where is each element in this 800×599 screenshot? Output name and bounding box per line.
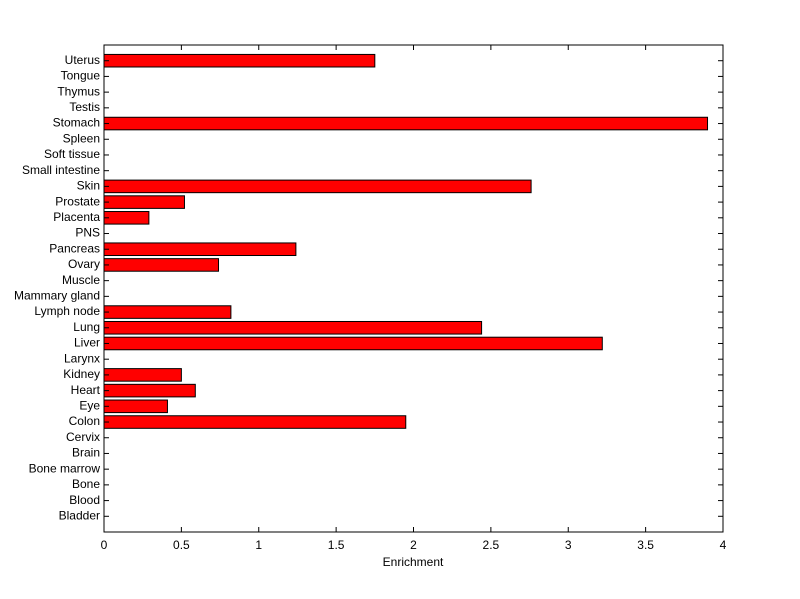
x-tick-label: 1 (255, 538, 262, 552)
y-tick-label: Bone marrow (29, 461, 101, 475)
bar (103, 399, 168, 414)
y-tick-label: Tongue (61, 69, 101, 83)
y-tick-label: Lymph node (34, 304, 100, 318)
y-tick-label: Uterus (65, 53, 100, 67)
y-tick-label: Ovary (68, 257, 100, 271)
y-tick-label: Placenta (53, 210, 100, 224)
bar (103, 242, 297, 257)
y-tick-label: Muscle (62, 273, 100, 287)
y-tick-label: Prostate (55, 194, 100, 208)
y-tick-label: Liver (74, 336, 100, 350)
x-axis-label: Enrichment (383, 555, 444, 569)
y-tick-label: Larynx (64, 351, 100, 365)
bar (103, 179, 532, 194)
y-tick-label: Lung (73, 320, 100, 334)
bar (103, 195, 185, 209)
y-tick-label: Eye (79, 398, 100, 412)
x-tick-label: 3 (565, 538, 572, 552)
bar (103, 53, 376, 68)
bar (103, 305, 232, 319)
y-tick-label: Stomach (53, 116, 100, 130)
x-tick-label: 1.5 (328, 538, 345, 552)
y-tick-label: PNS (75, 226, 100, 240)
bar (103, 211, 150, 225)
bar (103, 336, 603, 351)
x-tick-label: 0.5 (173, 538, 190, 552)
y-tick-label: Testis (69, 100, 100, 114)
y-tick-label: Soft tissue (44, 147, 100, 161)
y-tick-label: Spleen (63, 131, 100, 145)
y-tick-label: Colon (69, 414, 100, 428)
y-tick-label: Cervix (66, 430, 100, 444)
bar (103, 383, 196, 398)
y-tick-label: Blood (69, 493, 100, 507)
x-tick-label: 2 (410, 538, 417, 552)
y-tick-label: Kidney (63, 367, 100, 381)
x-tick-label: 2.5 (483, 538, 500, 552)
bar (103, 320, 483, 335)
y-tick-label: Mammary gland (14, 289, 100, 303)
bar (103, 116, 709, 131)
y-tick-label: Bladder (59, 508, 100, 522)
y-tick-label: Bone (72, 477, 100, 491)
x-tick-label: 0 (101, 538, 108, 552)
y-tick-label: Skin (77, 179, 100, 193)
bar (103, 368, 182, 382)
bar (103, 415, 407, 429)
x-tick-label: 3.5 (637, 538, 654, 552)
y-tick-label: Heart (71, 383, 101, 397)
bar (103, 258, 220, 272)
y-tick-label: Brain (72, 446, 100, 460)
y-tick-label: Small intestine (22, 163, 100, 177)
x-tick-label: 4 (720, 538, 727, 552)
y-tick-label: Thymus (57, 84, 100, 98)
y-tick-label: Pancreas (49, 241, 100, 255)
